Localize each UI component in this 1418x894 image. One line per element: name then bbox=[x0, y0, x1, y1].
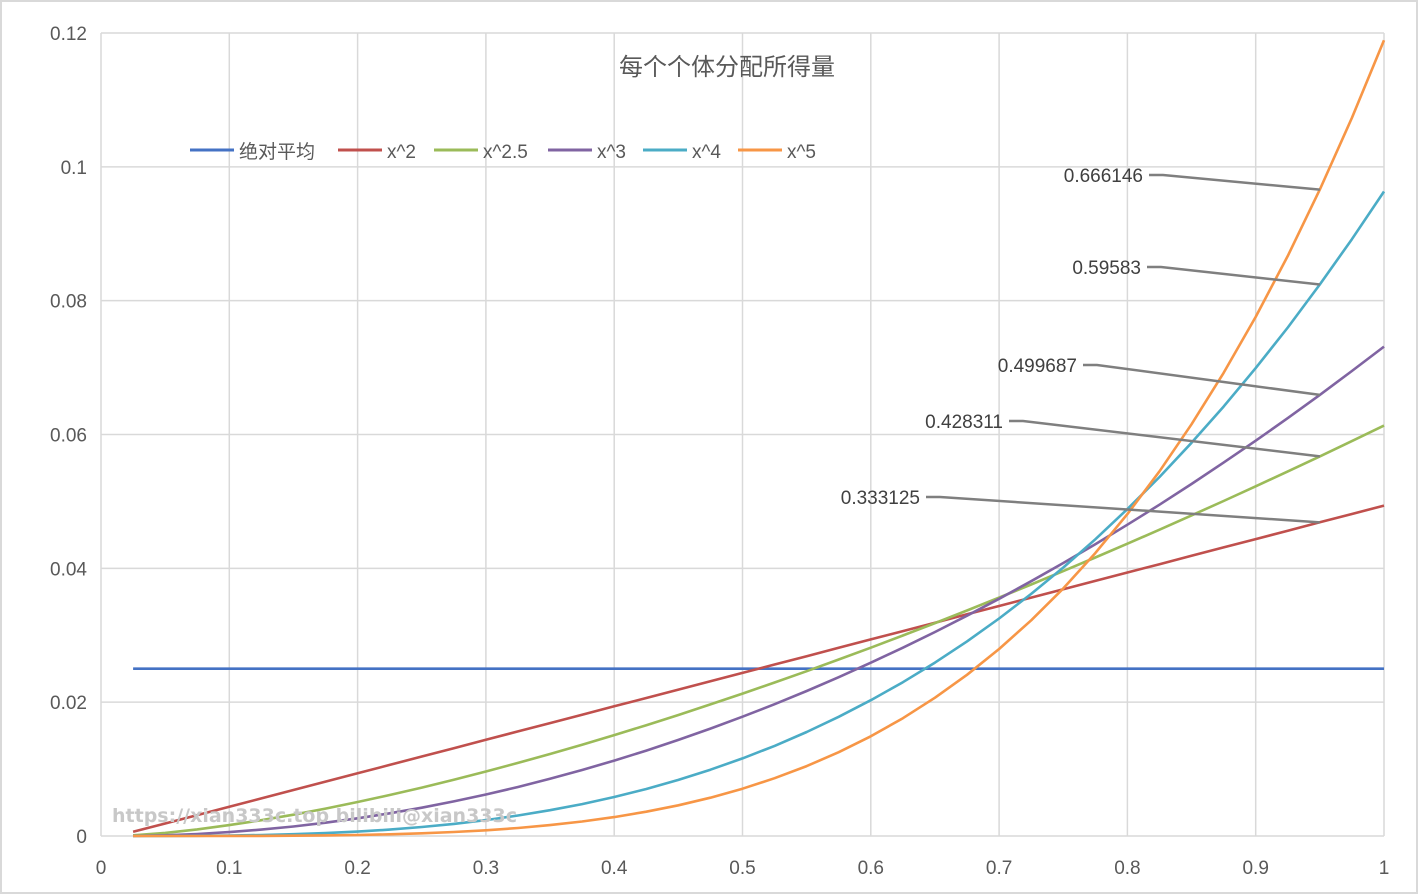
x-tick-label: 0.8 bbox=[1114, 858, 1140, 879]
data-label: 0.666146 bbox=[1064, 166, 1143, 187]
y-tick-label: 0.04 bbox=[50, 559, 87, 580]
x-tick-label: 0.7 bbox=[986, 858, 1012, 879]
data-label: 0.333125 bbox=[841, 488, 920, 509]
legend-label: 绝对平均 bbox=[239, 141, 315, 163]
leader-line bbox=[926, 495, 1320, 524]
legend-label: x^3 bbox=[597, 142, 626, 163]
x-axis-ticks: 0 0.1 0.2 0.3 0.4 0.5 0.6 0.7 0.8 0.9 1 bbox=[96, 858, 1390, 879]
legend: 绝对平均 x^2 x^2.5 x^3 x^4 x^5 bbox=[190, 141, 816, 163]
series-line-x2-5 bbox=[133, 424, 1385, 837]
legend-label: x^2.5 bbox=[483, 142, 528, 163]
data-label: 0.499687 bbox=[998, 356, 1077, 377]
series-line-x5 bbox=[133, 39, 1386, 838]
legend-label: x^4 bbox=[692, 142, 721, 163]
series-lines bbox=[132, 39, 1386, 838]
x-tick-label: 1 bbox=[1379, 858, 1390, 879]
y-tick-label: 0.1 bbox=[61, 158, 87, 179]
x-tick-label: 0.9 bbox=[1242, 858, 1268, 879]
y-tick-label: 0.06 bbox=[50, 426, 87, 447]
x-tick-label: 0.1 bbox=[216, 858, 242, 879]
leader-line bbox=[1147, 265, 1320, 286]
data-label: 0.59583 bbox=[1072, 258, 1141, 279]
x-tick-label: 0 bbox=[96, 858, 107, 879]
legend-label: x^5 bbox=[787, 142, 816, 163]
leader-line bbox=[1009, 419, 1320, 458]
y-tick-label: 0.08 bbox=[50, 292, 87, 313]
series-line-x4 bbox=[133, 190, 1386, 838]
x-tick-label: 0.4 bbox=[601, 858, 628, 879]
y-tick-label: 0.02 bbox=[50, 693, 87, 714]
x-tick-label: 0.6 bbox=[858, 858, 884, 879]
y-axis-ticks: 0 0.02 0.04 0.06 0.08 0.1 0.12 bbox=[50, 24, 87, 848]
x-tick-label: 0.5 bbox=[729, 858, 755, 879]
series-line-x2 bbox=[132, 504, 1385, 834]
leader-line bbox=[1149, 173, 1320, 191]
series-line-x3 bbox=[133, 345, 1385, 838]
y-tick-label: 0 bbox=[76, 827, 87, 848]
x-tick-label: 0.3 bbox=[473, 858, 499, 879]
data-label: 0.428311 bbox=[925, 412, 1003, 433]
legend-label: x^2 bbox=[387, 142, 416, 163]
chart-title: 每个个体分配所得量 bbox=[619, 53, 835, 81]
y-tick-label: 0.12 bbox=[50, 24, 87, 45]
x-tick-label: 0.2 bbox=[344, 858, 370, 879]
data-labels: 0.666146 0.59583 0.499687 0.428311 0.333125 bbox=[841, 166, 1321, 524]
leader-line bbox=[1083, 363, 1321, 397]
watermark: https://xian333c.top bilibili@xian333c bbox=[112, 805, 517, 827]
